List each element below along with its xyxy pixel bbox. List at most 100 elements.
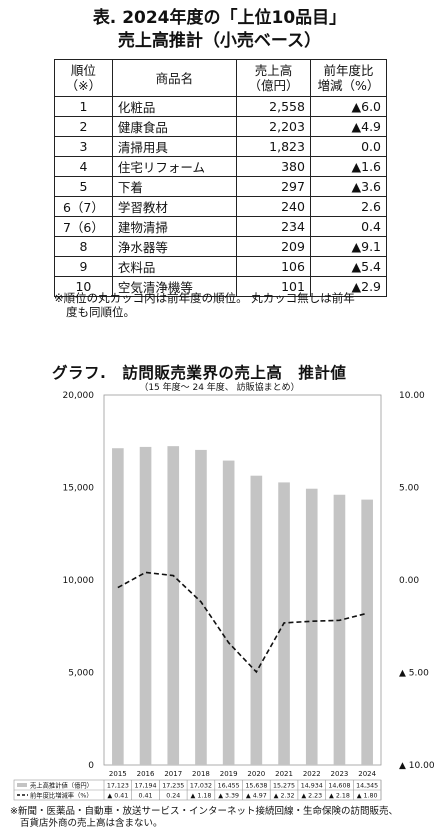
graph-title: グラフ. 訪問販売業界の売上高 推計値 [52,364,347,382]
sales-chart: 20,000 15,000 10,000 5,000 0 10.00 5.00 0.00 ▲ 5… [13,391,435,801]
x-tick-label: 2021 [275,770,293,778]
plot-frame [103,394,382,766]
bar-value-label: 14,934 [301,783,323,790]
cell-sales: 101 [236,276,311,297]
bar-value-label: 17,194 [135,783,157,790]
cell-yoy: 2.6 [309,196,388,217]
line-series [117,571,368,674]
graph-subtitle: （15 年度～ 24 年度、 訪販協まとめ） [139,383,300,393]
line-value-label: ▲ 4.97 [246,793,267,800]
cell-yoy: ▲2.9 [309,276,388,297]
cell-rank: 6（7） [54,196,113,217]
line-value-label: ▲ 2.18 [329,793,350,800]
left-tick-label: 0 [88,761,94,771]
cell-name: 健康食品 [111,116,238,137]
cell-name: 衣料品 [111,256,238,277]
bar [361,499,373,765]
line-value-label: ▲ 2.32 [274,793,295,800]
bar [139,446,152,765]
cell-name: 清掃用具 [111,136,238,157]
legend-bar-label: 売上高推計値（億円） [30,781,93,790]
table-row: 8 浄水器等 209 ▲9.1 [54,236,388,257]
right-tick-label: ▲ 10.00 [399,761,435,771]
x-tick-label: 2019 [220,770,238,778]
cell-name: 浄水器等 [111,236,238,257]
legend-bar-swatch [17,783,27,787]
header-sales: 売上高 （億円） [236,59,311,97]
cell-rank: 2 [54,116,113,137]
cell-rank: 4 [54,156,113,177]
x-tick-label: 2020 [247,770,265,778]
x-tick-label: 2023 [331,770,349,778]
bar-value-label: 15,638 [245,783,267,790]
bar [195,449,207,765]
cell-yoy: 0.0 [309,136,388,157]
cell-name: 住宅リフォーム [111,156,238,177]
cell-rank: 9 [54,256,113,277]
bar [167,446,180,765]
bar-value-label: 17,123 [107,783,129,790]
cell-yoy: ▲3.6 [309,176,388,197]
cell-sales: 234 [236,216,311,237]
line-value-label: ▲ 0.41 [107,793,128,800]
cell-yoy: ▲4.9 [309,116,388,137]
cell-rank: 8 [54,236,113,257]
header-yoy: 前年度比 増減（%） [309,59,388,97]
line-value-label: 0.24 [166,793,180,800]
cell-sales: 209 [236,236,311,257]
right-tick-label: 5.00 [399,484,419,494]
table-row: 2 健康食品 2,203 ▲4.9 [54,116,388,137]
cell-name: 下着 [111,176,238,197]
line-value-label: ▲ 2.23 [301,793,322,800]
cell-name: 学習教材 [111,196,238,217]
cell-sales: 2,203 [236,116,311,137]
cell-rank: 3 [54,136,113,157]
cell-rank: 7（6） [54,216,113,237]
cell-yoy: 0.4 [309,216,388,237]
cell-yoy: ▲6.0 [309,96,388,117]
x-tick-label: 2015 [109,770,127,778]
cell-yoy: ▲1.6 [309,156,388,177]
table-row: 7（6） 建物清掃 234 0.4 [54,216,388,237]
right-tick-label: ▲ 5.00 [399,669,429,679]
bar [333,494,346,765]
cell-rank: 10 [54,276,113,297]
bar-value-label: 14,345 [356,783,378,790]
line-value-label: ▲ 3.39 [218,793,239,800]
left-tick-label: 10,000 [63,576,95,586]
cell-sales: 240 [236,196,311,217]
table-title-line2: 売上高推計（小売ベース） [117,31,322,51]
right-tick-label: 10.00 [399,391,425,401]
ranking-table: 順位 （※） 商品名 売上高 （億円） 前年度比 増減（%） 1 化粧品 2,558… [54,59,388,297]
right-tick-label: 0.00 [399,576,419,586]
cell-name: 建物清掃 [111,216,238,237]
table-row: 6（7） 学習教材 240 2.6 [54,196,388,217]
bar [305,488,318,765]
left-tick-label: 15,000 [63,484,95,494]
table-row: 5 下着 297 ▲3.6 [54,176,388,197]
cell-sales: 106 [236,256,311,277]
cell-rank: 5 [54,176,113,197]
table-row: 1 化粧品 2,558 ▲6.0 [54,96,388,117]
x-tick-label: 2017 [164,770,182,778]
x-tick-label: 2024 [358,770,376,778]
x-tick-label: 2022 [303,770,321,778]
table-footnote: ※順位の丸カッコ内は前年度の順位。 丸カッコ無しは前年 度も同順位。 [54,291,355,319]
table-row: 3 清掃用具 1,823 0.0 [54,136,388,157]
legend-line-label: 前年度比増減率（%） [30,791,93,800]
bar-value-label: 14,608 [328,783,350,790]
x-tick-label: 2016 [137,770,155,778]
left-tick-label: 5,000 [68,669,94,679]
bar-value-label: 15,275 [273,783,295,790]
bar-value-label: 17,032 [190,783,212,790]
table-title-line1: 表. 2024年度の「上位10品目」 [92,8,347,28]
x-tick-label: 2018 [192,770,210,778]
bar-value-label: 17,235 [162,783,184,790]
line-value-label: 0.41 [139,793,153,800]
line-value-label: ▲ 1.18 [191,793,212,800]
table-body: 1 化粧品 2,558 ▲6.0 2 健康食品 2,203 ▲4.9 3 清掃用具 1,823 0.0… [54,96,388,297]
table-header-row: 順位 （※） 商品名 売上高 （億円） 前年度比 増減（%） [54,59,388,97]
cell-yoy: ▲9.1 [309,236,388,257]
bar [222,460,235,765]
line-value-label: ▲ 1.80 [357,793,378,800]
